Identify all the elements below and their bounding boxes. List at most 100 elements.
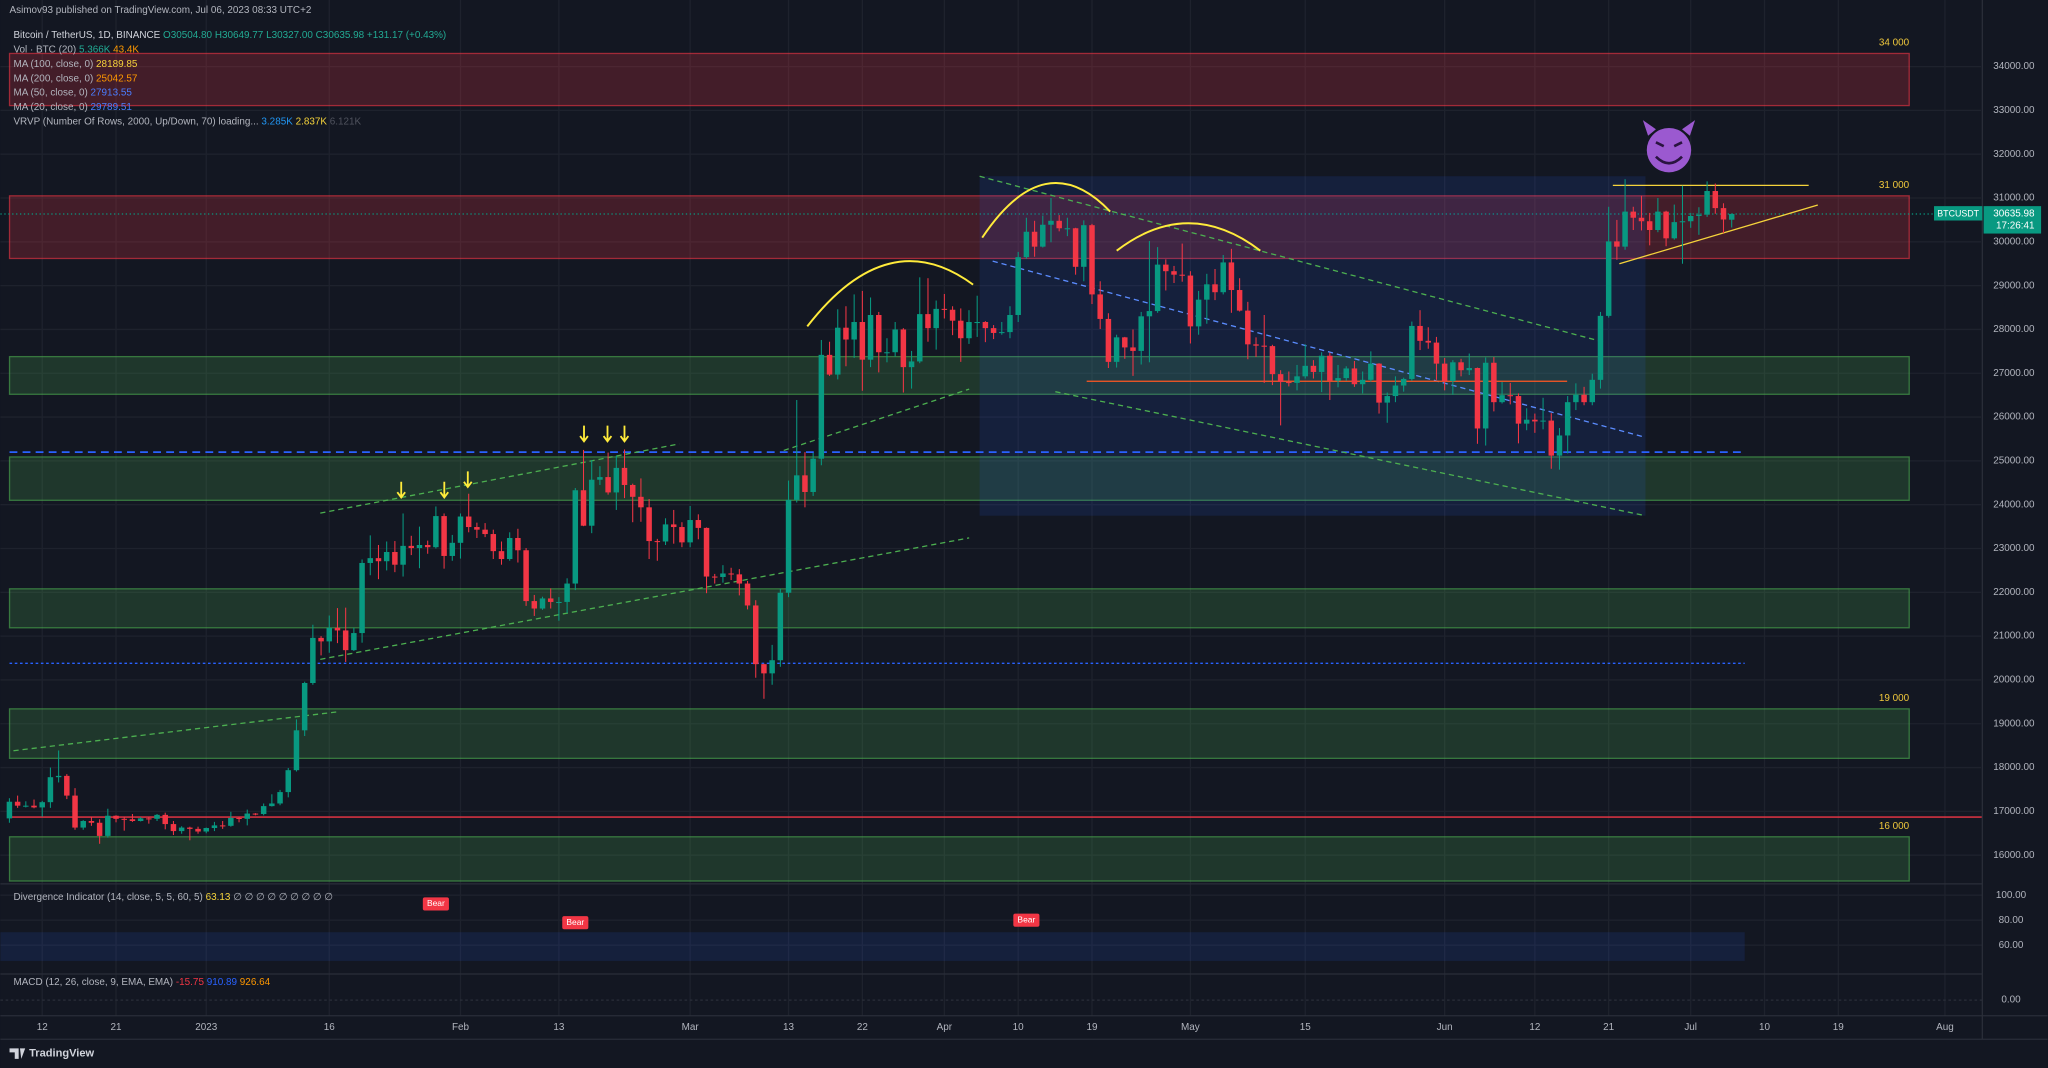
candle-body	[1245, 310, 1251, 345]
arrow	[579, 425, 589, 443]
candle-body	[695, 520, 702, 528]
candle-body	[1368, 363, 1374, 380]
arc	[806, 260, 974, 328]
x-tick-label: 13	[553, 1022, 565, 1033]
candle-body	[908, 361, 915, 368]
candle-body	[1302, 365, 1308, 377]
candle-body	[1187, 275, 1194, 327]
candle-body	[1564, 402, 1571, 436]
candle-body	[769, 660, 775, 674]
arrow	[619, 425, 630, 443]
x-tick-label: 10	[1759, 1022, 1771, 1033]
candle-body	[802, 475, 808, 492]
candle-body	[679, 527, 685, 543]
candle-body	[1720, 208, 1727, 220]
candle-body	[925, 314, 931, 329]
candle-body	[1499, 395, 1505, 403]
candle-body	[187, 827, 193, 829]
candle-body	[597, 477, 603, 480]
channel-mid	[992, 260, 1646, 439]
y-tick-label: 28000.00	[1993, 324, 2035, 335]
candle-body	[990, 328, 997, 333]
candle-body	[383, 552, 390, 562]
candle-body	[1310, 365, 1317, 372]
y-tick-label: 25000.00	[1993, 456, 2035, 467]
candle-body	[490, 534, 497, 552]
candle-body	[359, 562, 365, 634]
candle-body	[154, 814, 160, 819]
x-tick-label: 19	[1833, 1022, 1845, 1033]
divergence-title: Divergence Indicator (14, close, 5, 5, 6…	[13, 892, 332, 903]
candle-body	[424, 544, 431, 548]
candle-body	[670, 524, 677, 528]
x-tick-label: 12	[1529, 1022, 1541, 1033]
legend-part: 3.285K	[261, 116, 293, 127]
candle-body	[556, 601, 562, 603]
x-tick-label: 21	[111, 1022, 123, 1033]
candle-body	[564, 583, 570, 602]
candle-body	[1638, 217, 1645, 222]
candle-body	[785, 499, 792, 593]
candle-body	[47, 777, 54, 803]
x-tick-label: 19	[1086, 1022, 1098, 1033]
candle-body	[1450, 362, 1456, 382]
candle-body	[884, 352, 890, 354]
candle-body	[1507, 395, 1514, 397]
candle-body	[23, 805, 29, 807]
candle-body	[146, 818, 152, 820]
candle-body	[859, 322, 866, 360]
candle-body	[1605, 241, 1612, 316]
candle-body	[711, 576, 718, 578]
arrows	[396, 425, 630, 499]
arrow	[396, 481, 406, 499]
y-tick-label: 32000.00	[1993, 149, 2035, 160]
horns	[1642, 120, 1696, 136]
candle-body	[441, 516, 447, 556]
signal-tag	[1013, 913, 1040, 927]
candle-body	[88, 821, 95, 823]
candle-body	[843, 327, 849, 340]
legend-part: L30327.00	[266, 30, 313, 41]
candle-body	[342, 630, 349, 651]
candle-body	[1622, 211, 1628, 247]
x-tick-label: Jun	[1437, 1022, 1453, 1033]
legend-part: MA (100, close, 0)	[13, 59, 93, 70]
y-tick-label: 31000.00	[1993, 193, 2035, 204]
candle-body	[72, 795, 78, 828]
legend-line: MA (50, close, 0) 27913.55	[13, 87, 132, 98]
zone-label: 34 000	[1879, 38, 1910, 49]
legend-part: O30504.80	[163, 30, 213, 41]
candle-body	[1130, 347, 1136, 351]
candle-body	[629, 484, 636, 497]
legend-line: MA (20, close, 0) 29789.51	[13, 102, 132, 113]
candle-body	[761, 664, 767, 674]
signal-tag	[422, 897, 449, 911]
x-tick-label: 10	[1013, 1022, 1025, 1033]
candle-body	[408, 545, 415, 549]
signal-tag	[562, 916, 589, 930]
candle-body	[851, 322, 857, 340]
candle-body	[1343, 368, 1349, 379]
legend-line: VRVP (Number Of Rows, 2000, Up/Down, 70)…	[13, 116, 361, 127]
candle-body	[1007, 314, 1013, 333]
x-tick-label: 13	[783, 1022, 795, 1033]
candle-body	[1294, 376, 1300, 383]
x-tick-label: Mar	[682, 1022, 700, 1033]
face	[1646, 127, 1692, 173]
candle-body	[1204, 284, 1210, 300]
signal-label: Bear	[566, 917, 584, 927]
candle-body	[178, 827, 185, 832]
price-axis-tag	[1983, 206, 2042, 234]
devil-icon	[1642, 120, 1696, 173]
candle-body	[1409, 325, 1415, 379]
zone	[8, 195, 1910, 260]
candle-body	[1581, 394, 1587, 403]
channel-line	[979, 175, 1604, 343]
support-line	[1619, 204, 1819, 265]
arc	[981, 182, 1111, 239]
candle-body	[1614, 241, 1620, 247]
candle-body	[1704, 191, 1710, 215]
zone	[8, 588, 1910, 629]
